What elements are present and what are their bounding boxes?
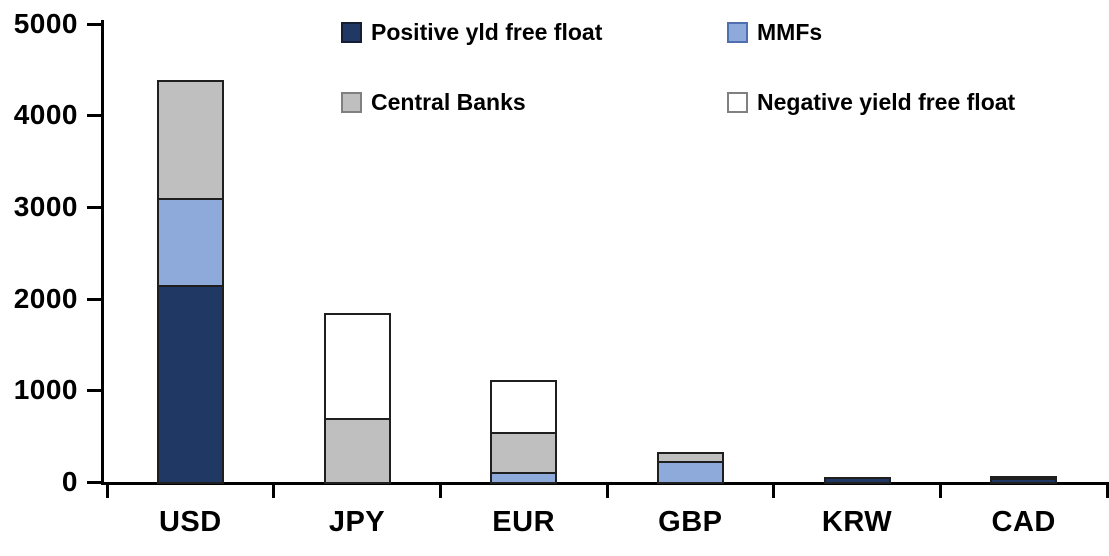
bar-segment — [656, 460, 724, 484]
y-axis-tick-label: 1000 — [13, 374, 78, 406]
bar-segment — [323, 313, 391, 420]
y-axis-tick-label: 0 — [61, 466, 78, 497]
y-axis-tick-label: 2000 — [13, 282, 78, 314]
category-label: GBP — [658, 506, 723, 538]
x-axis-tick — [272, 485, 276, 498]
y-axis-tick-label: 4000 — [13, 99, 78, 131]
y-axis-tick — [87, 389, 104, 393]
legend-label: Positive yld free float — [371, 19, 603, 45]
legend-label: Central Banks — [371, 89, 526, 115]
x-axis-tick — [605, 485, 609, 498]
y-axis-tick-label: 3000 — [13, 190, 78, 222]
category-label: JPY — [328, 506, 386, 538]
legend-swatch-icon — [341, 91, 362, 113]
bar-segment — [323, 417, 391, 484]
bar-segment — [490, 432, 558, 474]
y-axis-tick — [87, 114, 104, 118]
bar-segment — [490, 380, 558, 434]
x-axis-tick — [1105, 485, 1109, 498]
y-axis-tick-label: 5000 — [13, 7, 78, 39]
x-axis-tick — [772, 485, 776, 498]
y-axis-tick — [87, 481, 104, 484]
legend-label: Negative yield free float — [757, 89, 1016, 115]
bar-segment — [990, 475, 1058, 480]
x-axis-tick — [105, 485, 109, 498]
legend-swatch-icon — [727, 91, 748, 113]
legend-swatch-icon — [727, 21, 748, 43]
legend-item: MMFs — [727, 19, 822, 45]
legend-item: Positive yld free float — [341, 19, 602, 45]
legend-label: MMFs — [757, 19, 823, 45]
category-label: CAD — [991, 506, 1056, 538]
bar-segment — [823, 477, 891, 484]
category-label: KRW — [821, 506, 893, 538]
bar-segment — [156, 284, 224, 484]
legend-item: Central Banks — [341, 89, 526, 115]
x-axis-tick — [938, 485, 942, 498]
category-label: EUR — [492, 506, 556, 538]
legend-swatch-icon — [341, 21, 362, 43]
y-axis-tick — [87, 22, 104, 26]
bar-segment — [656, 452, 724, 463]
y-axis-tick — [87, 205, 104, 209]
y-axis-line — [101, 20, 104, 485]
bar-segment — [156, 80, 224, 200]
x-axis-line — [101, 482, 1109, 485]
category-label: USD — [158, 506, 222, 538]
bar-segment — [156, 197, 224, 287]
y-axis-tick — [87, 297, 104, 301]
x-axis-tick — [438, 485, 442, 498]
legend-item: Negative yield free float — [727, 89, 1015, 115]
